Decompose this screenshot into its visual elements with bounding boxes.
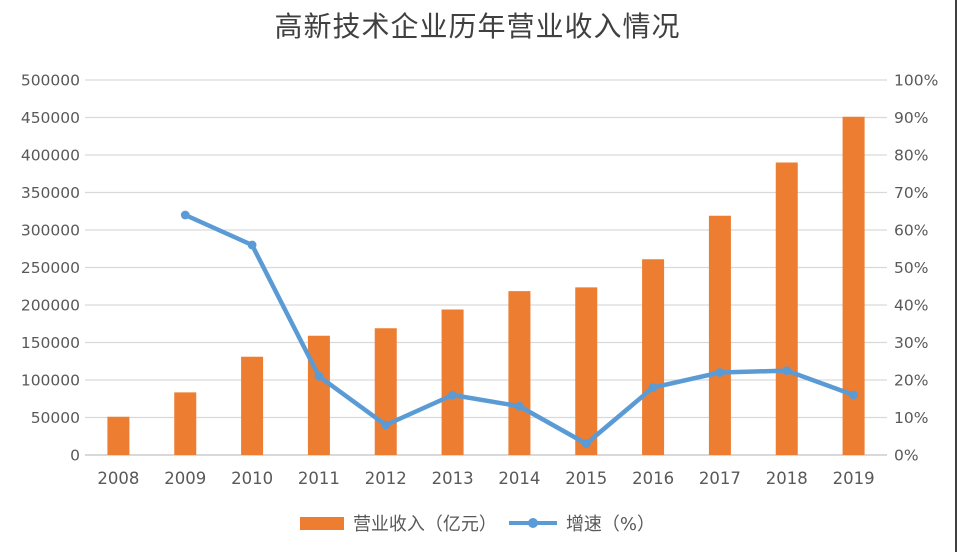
growth-marker-2016 [648,383,658,392]
x-axis-tick-label: 2010 [231,469,273,488]
x-axis-tick-label: 2011 [298,469,340,488]
right-axis-tick-label: 100% [894,72,938,90]
right-axis-tick-label: 40% [894,297,928,315]
left-axis-tick-label: 300000 [21,222,80,240]
legend-label-growth: 增速（%） [565,514,656,535]
x-axis-tick-label: 2015 [565,469,607,488]
x-axis-tick-label: 2018 [766,469,808,488]
left-axis-tick-label: 50000 [31,409,80,427]
x-axis-tick-label: 2014 [498,469,540,488]
left-axis-tick-label: 150000 [21,334,80,352]
growth-marker-2012 [381,420,391,430]
chart-title: 高新技术企业历年营业收入情况 [274,10,681,43]
x-axis-tick-label: 2008 [97,469,139,488]
legend-label-revenue: 营业收入（亿元） [352,514,497,535]
growth-marker-2015 [581,439,591,449]
revenue-bar-2012 [374,328,397,455]
x-axis-tick-label: 2019 [833,469,875,488]
left-axis-tick-label: 450000 [21,109,80,127]
revenue-bar-2013 [441,309,464,455]
revenue-bar-2018 [775,162,798,455]
growth-marker-2011 [314,371,324,381]
right-axis-tick-label: 70% [894,184,928,202]
revenue-bar-2015 [575,287,598,455]
x-axis-tick-label: 2012 [365,469,407,488]
growth-marker-2013 [448,390,457,400]
growth-marker-2017 [715,368,725,377]
revenue-bar-2011 [307,335,330,455]
left-axis-tick-label: 400000 [21,147,80,165]
revenue-series-swatch [299,516,344,530]
legend-item-revenue: 营业收入（亿元） [299,510,497,536]
left-axis-tick-label: 0 [70,447,80,465]
growth-marker-2014 [515,401,524,411]
right-axis-tick-label: 0% [894,447,919,465]
growth-marker-2009 [180,210,190,220]
right-axis-tick-label: 30% [894,334,928,352]
left-axis-tick-label: 200000 [21,297,80,315]
revenue-bar-2014 [508,291,531,455]
right-axis-tick-label: 10% [894,409,928,427]
x-axis-tick-label: 2017 [699,469,741,488]
x-axis-tick-label: 2016 [632,469,674,488]
revenue-bar-2010 [241,356,264,455]
right-axis-tick-label: 80% [894,147,928,165]
growth-marker-2019 [849,390,858,400]
chart-legend: 营业收入（亿元） 增速（%） [0,509,955,537]
x-axis-tick-label: 2009 [164,469,206,488]
left-axis-tick-label: 250000 [21,259,80,277]
right-axis-tick-label: 60% [894,222,928,240]
growth-series-line-swatch [508,518,557,528]
left-axis-tick-label: 100000 [21,372,80,390]
left-axis-tick-label: 500000 [21,72,80,90]
right-axis-tick-label: 20% [894,372,928,390]
growth-marker-2018 [782,366,792,376]
right-axis-tick-label: 50% [894,259,928,277]
growth-marker-2010 [247,240,257,250]
right-axis-tick-label: 90% [894,109,928,127]
legend-item-growth: 增速（%） [508,510,656,536]
revenue-bar-2009 [174,392,197,455]
x-axis-tick-label: 2013 [432,469,474,488]
left-axis-tick-label: 350000 [21,184,80,202]
revenue-bar-2016 [642,259,665,455]
window-edge-border [955,0,957,552]
revenue-bar-2017 [708,215,731,455]
growth-series-marker-dot [527,518,538,528]
revenue-bar-2008 [107,416,130,455]
revenue-bar-2019 [842,116,865,455]
